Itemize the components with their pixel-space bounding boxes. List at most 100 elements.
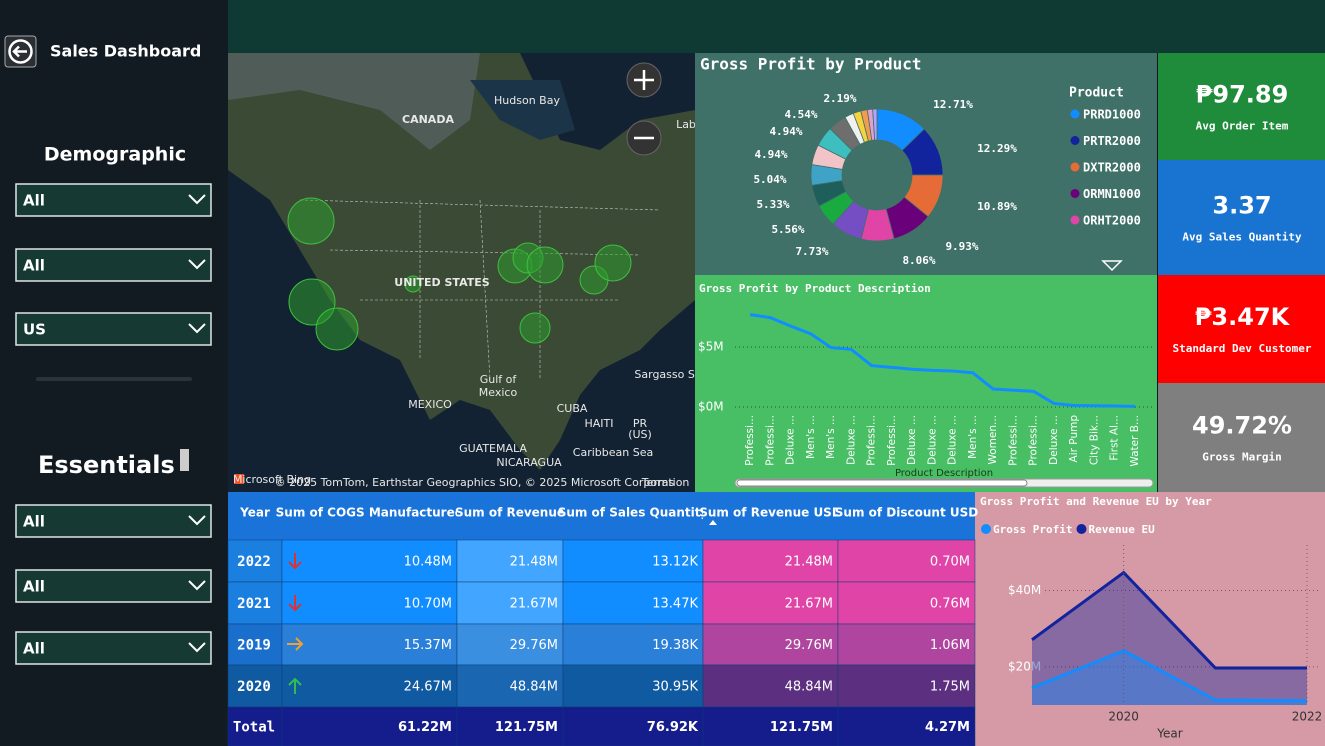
table-header: Sum of Revenue USD [699, 506, 842, 520]
x-tick-label: Deluxe ... [1048, 415, 1060, 465]
table-cell-text: 15.37M [404, 638, 452, 653]
map-bubble[interactable] [404, 275, 422, 293]
x-tick-label: Deluxe ... [947, 415, 959, 465]
table-header: Sum of Sales Quantity [558, 506, 709, 520]
map-label: Lab [676, 118, 696, 131]
table-cell [562, 539, 704, 583]
table-cell-text: Total [233, 720, 275, 736]
dropdown-chevron[interactable] [188, 580, 206, 591]
table-cell [702, 623, 839, 666]
table-cell [281, 664, 458, 708]
sort-indicator [709, 520, 717, 525]
back-button[interactable] [4, 35, 37, 68]
table-cell [837, 539, 976, 583]
table-cell-text: 29.76M [785, 638, 833, 653]
map-bubble[interactable] [594, 244, 632, 282]
map-bay [470, 80, 575, 140]
map-label: Sargasso Se [634, 368, 701, 381]
kpi-label: Standard Dev Customer [1172, 342, 1311, 355]
dropdown-box[interactable] [15, 312, 212, 346]
x-tick-label: 2022 [1292, 710, 1323, 724]
x-tick-label: Water B... [1129, 415, 1141, 467]
table-cell [562, 664, 704, 708]
zoom-out[interactable] [626, 120, 662, 156]
dropdown-chevron[interactable] [188, 642, 206, 653]
dropdown-value[interactable]: All [23, 640, 45, 658]
dropdown[interactable]: All [15, 631, 212, 665]
table-cell-text: 19.38K [652, 638, 698, 653]
table-header: Sum of Revenue [455, 506, 565, 520]
dropdown-chevron[interactable] [188, 259, 206, 270]
area-fill [1032, 572, 1307, 705]
dropdown-box[interactable] [15, 504, 212, 538]
dropdown[interactable]: All [15, 248, 212, 282]
dropdown-value[interactable]: All [23, 192, 45, 210]
dropdown-box[interactable] [15, 183, 212, 217]
dropdown-value[interactable]: All [23, 513, 45, 531]
table-cell [702, 539, 839, 583]
table-cell-text: 76.92K [647, 720, 699, 735]
map-label: UNITED STATES [394, 276, 489, 289]
table-cell-text: 1.06M [930, 638, 970, 653]
x-tick-label: Deluxe ... [906, 415, 918, 465]
back-icon[interactable] [8, 39, 33, 64]
scrollbar-thumb[interactable] [736, 479, 1028, 487]
table-cell-text: 1.75M [930, 680, 970, 695]
x-tick-label: City Bik... [1088, 415, 1100, 465]
donut-slice[interactable] [872, 108, 878, 141]
x-tick-label: Women... [987, 415, 999, 465]
dropdown-chevron[interactable] [188, 323, 206, 334]
legend-label: ORHT2000 [1083, 214, 1141, 228]
x-tick-label: Men's ... [967, 415, 979, 459]
dropdown-box[interactable] [15, 569, 212, 603]
zoom-in-icon[interactable] [634, 70, 654, 90]
table-cell [702, 664, 839, 708]
chart-title: Gross Profit by Product [700, 55, 922, 74]
dropdown[interactable]: US [15, 312, 212, 346]
table-header: Year [239, 506, 270, 520]
dropdown-value[interactable]: All [23, 257, 45, 275]
area-line [1031, 570, 1307, 670]
map-label: Hudson Bay [494, 94, 560, 107]
legend-label: Revenue EU [1088, 523, 1155, 536]
table-cell [562, 706, 704, 746]
dropdown-value[interactable]: US [23, 321, 46, 339]
sidebar [0, 0, 228, 746]
table-header-cell [838, 492, 975, 540]
map-label: NICARAGUA [496, 456, 562, 469]
table-cell [227, 623, 283, 666]
map-bubble[interactable] [315, 307, 359, 351]
dropdown[interactable]: All [15, 504, 212, 538]
x-tick-label: Men's ... [825, 415, 837, 459]
kpi-card [1158, 160, 1325, 275]
dropdown-chevron[interactable] [188, 194, 206, 205]
table-cell [456, 664, 564, 708]
map-bubble[interactable] [519, 312, 551, 344]
map-bubble[interactable] [287, 197, 335, 245]
table-cell [702, 706, 839, 746]
table-cell-text: 61.22M [398, 720, 452, 735]
legend-swatch [1070, 162, 1080, 172]
dropdown-chevron[interactable] [188, 515, 206, 526]
table-header: Sum of Discount USD [835, 506, 978, 520]
kpi-value: ₱3.47K [1195, 303, 1291, 331]
donut-label: 2.19% [823, 92, 856, 105]
table-cell-text: 0.76M [930, 597, 970, 612]
dropdown-value[interactable]: All [23, 578, 45, 596]
dropdown-box[interactable] [15, 631, 212, 665]
table-cell [227, 539, 283, 583]
dropdown-box[interactable] [15, 248, 212, 282]
more-options[interactable] [1101, 260, 1123, 272]
map-bubble[interactable] [526, 246, 564, 284]
back-arrow[interactable] [12, 45, 27, 58]
zoom-in[interactable] [626, 62, 662, 98]
cursor [180, 449, 189, 471]
table-header: Sum of COGS Manufactured [276, 506, 464, 520]
legend-label: Gross Profit [993, 523, 1072, 536]
table-header-cell [703, 492, 838, 540]
dropdown[interactable]: All [15, 569, 212, 603]
dashboard-title: Sales Dashboard [50, 42, 201, 61]
table-cell-text: 10.70M [404, 597, 452, 612]
dropdown[interactable]: All [15, 183, 212, 217]
